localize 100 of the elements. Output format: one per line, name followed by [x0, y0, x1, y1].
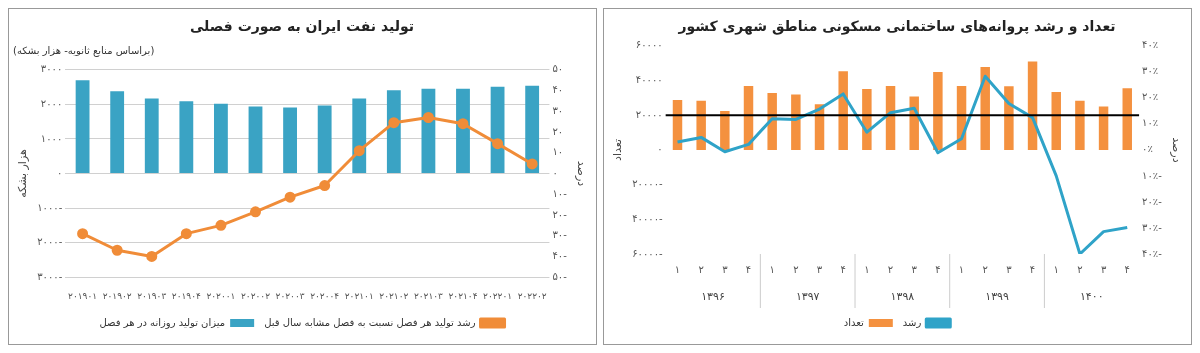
y-tick-label: ۲۰۰۰۰-: [632, 178, 664, 190]
x-tick-label: ۲۰۲۰۰۲: [240, 290, 271, 301]
legend-label: میزان تولید روزانه در هر فصل: [99, 316, 226, 329]
text: ۱۳۹۹: [985, 290, 1009, 304]
y2-tick-label: ۱۰٪-: [1142, 169, 1163, 181]
bar: [144, 98, 159, 173]
x-tick-label: ۲: [887, 263, 894, 275]
bar: [720, 111, 730, 150]
bar: [421, 88, 436, 173]
y2-axis-title: درصد: [574, 160, 588, 187]
x-tick-label: ۳: [722, 263, 729, 275]
point: [146, 250, 158, 262]
x-tick-label: ۲: [982, 263, 988, 275]
bar: [525, 85, 540, 173]
y2-tick-label: ۳۰٪-: [1142, 221, 1163, 233]
bar: [386, 90, 401, 173]
x-tick-label: ۲۰۲۱۰۱: [344, 290, 374, 301]
y2-tick-label: ۲۰٪-: [1142, 195, 1163, 207]
point: [180, 228, 192, 240]
y2-tick-label: ۱۰: [552, 146, 564, 158]
x-tick-label: ۲۰۲۱۰۳: [413, 290, 444, 301]
y2-tick-label: ۲۰٪: [1142, 91, 1159, 103]
point: [492, 138, 504, 150]
y-axis-title: تعداد: [611, 138, 625, 161]
y-tick-label: ۰: [657, 143, 663, 155]
y-tick-label: ۲۰۰۰۰: [635, 108, 663, 120]
bar: [283, 107, 297, 173]
x-tick-label: ۲۰۱۹۰۳: [137, 290, 167, 301]
y2-tick-label: ۴۰٪: [1142, 39, 1159, 51]
text: ۱۳۹۸: [890, 290, 915, 304]
x-tick-label: ۲۰۲۰۰۳: [275, 290, 305, 301]
chart-subtitle: (براساس منابع ثانویه- هزار بشکه): [13, 45, 155, 58]
x-tick-label: ۲۰۲۱۰۲: [379, 290, 409, 301]
x-tick-label: ۲۰۲۰۰۴: [310, 290, 340, 301]
y-tick-label: ۱۰۰۰: [40, 132, 63, 144]
x-tick-label: ۲: [698, 263, 704, 275]
bar: [1075, 100, 1085, 150]
x-tick-label: ۱: [958, 263, 965, 275]
bar: [933, 72, 943, 150]
y2-tick-label: ۱۰٪: [1142, 117, 1159, 129]
chart-title: تعداد و رشد پروانه‌های ساختمانی مسکونی مناطق شهری کشور: [677, 18, 1116, 36]
point: [457, 118, 469, 130]
y2-tick-label: ۱۰-: [552, 187, 568, 199]
bar: [1122, 88, 1132, 150]
bar: [1051, 91, 1061, 150]
x-tick-label: ۲۰۲۲۰۲: [517, 290, 547, 301]
x-tick-label: ۲۰۱۹۰۱: [68, 290, 98, 301]
x-tick-label: ۲۰۱۹۰۲: [102, 290, 132, 301]
y-tick-label: ۳۰۰۰-: [37, 270, 63, 282]
x-tick-label: ۱: [769, 263, 775, 275]
y2-tick-label: ۵۰-: [552, 270, 568, 282]
x-tick-label: ۳: [816, 263, 823, 275]
y-tick-label: ۴۰۰۰۰-: [632, 212, 664, 224]
y2-tick-label: ۴۰-: [552, 250, 568, 262]
x-tick-label: ۲۰۱۹۰۴: [171, 290, 201, 301]
bar: [110, 91, 125, 173]
y-tick-label: ۲۰۰۰: [40, 97, 63, 109]
chart-title: تولید نفت ایران به صورت فصلی: [189, 18, 415, 36]
y2-tick-label: ۳۰-: [552, 229, 568, 241]
point: [215, 219, 227, 231]
point: [250, 206, 261, 218]
y-tick-label: ۱۰۰۰-: [37, 201, 63, 213]
point: [284, 191, 296, 203]
bar: [179, 101, 194, 173]
text: ۱۳۹۶: [701, 290, 725, 304]
x-tick-label: ۳: [911, 263, 918, 275]
y-tick-label: ۰: [56, 167, 63, 179]
point: [388, 117, 400, 129]
x-tick-label: ۴: [1029, 263, 1036, 275]
bar: [214, 103, 228, 173]
x-tick-label: ۴: [1124, 263, 1130, 275]
y-tick-label: ۳۰۰۰: [40, 63, 63, 75]
y-tick-label: ۲۰۰۰-: [37, 236, 63, 248]
bar: [980, 66, 990, 150]
point: [526, 158, 538, 170]
bar: [1098, 106, 1109, 150]
y2-tick-label: ۴۰٪-: [1142, 247, 1163, 259]
legend-label: تعداد: [843, 316, 865, 328]
bar: [696, 100, 706, 150]
text: ۱۳۹۷: [795, 290, 820, 304]
x-tick-label: ۲: [1077, 263, 1083, 275]
point: [77, 228, 89, 240]
bar: [75, 80, 90, 173]
x-tick-label: ۱: [864, 263, 870, 275]
x-tick-label: ۴: [745, 263, 752, 275]
bar: [767, 92, 777, 150]
y-tick-label: ۴۰۰۰۰: [635, 74, 663, 86]
point: [353, 145, 365, 157]
y2-tick-label: ۲۰-: [552, 208, 568, 220]
x-tick-label: ۳: [1006, 263, 1013, 275]
y-tick-label: ۶۰۰۰۰: [635, 39, 663, 51]
y2-tick-label: ۳۰: [552, 104, 564, 116]
legend-label: رشد: [902, 316, 922, 328]
y-axis-title: هزار بشکه: [16, 149, 30, 198]
x-tick-label: ۴: [840, 263, 846, 275]
x-tick-label: ۱: [674, 263, 681, 275]
bar: [456, 88, 470, 173]
point: [422, 112, 434, 123]
x-tick-label: ۲۰۲۱۰۴: [448, 290, 478, 301]
point: [111, 244, 123, 256]
